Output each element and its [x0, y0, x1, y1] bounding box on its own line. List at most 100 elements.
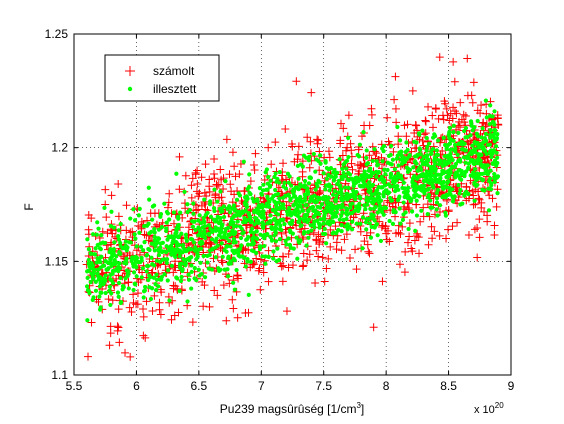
- point-szamolt: [421, 117, 430, 126]
- point-illesztett: [189, 263, 194, 268]
- point-illesztett: [401, 200, 406, 205]
- point-illesztett: [116, 237, 121, 242]
- point-illesztett: [304, 243, 309, 248]
- point-illesztett: [316, 221, 322, 226]
- point-illesztett: [388, 152, 393, 158]
- point-illesztett: [148, 296, 154, 302]
- point-szamolt: [367, 104, 376, 113]
- point-illesztett: [246, 184, 252, 189]
- point-illesztett: [426, 157, 431, 162]
- point-illesztett: [451, 164, 456, 169]
- point-illesztett: [464, 189, 469, 194]
- point-illesztett: [492, 176, 497, 181]
- point-illesztett: [297, 197, 302, 202]
- point-szamolt: [114, 212, 123, 221]
- point-illesztett: [221, 235, 227, 240]
- point-illesztett: [472, 171, 477, 176]
- point-illesztett: [296, 176, 301, 181]
- point-illesztett: [86, 261, 91, 266]
- point-illesztett: [93, 246, 98, 251]
- point-illesztett: [191, 211, 196, 216]
- point-illesztett: [208, 214, 214, 219]
- point-illesztett: [193, 227, 198, 233]
- point-szamolt: [475, 233, 484, 242]
- point-illesztett: [281, 206, 286, 211]
- point-illesztett: [244, 237, 249, 242]
- point-illesztett: [118, 240, 123, 246]
- point-illesztett: [250, 226, 255, 231]
- point-illesztett: [234, 267, 239, 273]
- point-szamolt: [391, 104, 400, 113]
- point-illesztett: [116, 294, 121, 299]
- point-illesztett: [369, 224, 374, 229]
- point-illesztett: [313, 169, 318, 174]
- point-illesztett: [154, 258, 159, 263]
- point-illesztett: [312, 225, 317, 230]
- point-illesztett: [256, 220, 261, 226]
- point-illesztett: [206, 232, 212, 237]
- point-szamolt: [267, 160, 276, 169]
- point-illesztett: [354, 221, 359, 226]
- point-illesztett: [470, 143, 475, 148]
- point-illesztett: [420, 128, 425, 133]
- data-points: [82, 53, 503, 361]
- point-illesztett: [152, 226, 157, 232]
- point-szamolt: [410, 236, 419, 245]
- point-illesztett: [290, 231, 295, 236]
- point-illesztett: [324, 200, 329, 205]
- point-szamolt-outlier: [369, 323, 378, 332]
- point-szamolt: [449, 103, 458, 112]
- point-szamolt: [446, 109, 455, 118]
- point-illesztett: [230, 248, 235, 253]
- point-szamolt: [150, 291, 159, 300]
- point-illesztett: [306, 158, 312, 163]
- point-illesztett: [225, 274, 231, 279]
- point-szamolt: [205, 182, 214, 191]
- point-illesztett: [447, 125, 453, 131]
- point-illesztett: [244, 204, 250, 210]
- point-szamolt: [416, 217, 425, 226]
- point-szamolt: [405, 219, 414, 228]
- point-illesztett: [344, 158, 350, 163]
- point-szamolt: [146, 209, 155, 218]
- point-illesztett: [147, 247, 152, 253]
- point-szamolt: [122, 201, 131, 210]
- point-illesztett: [451, 123, 456, 128]
- point-illesztett: [337, 217, 342, 222]
- point-illesztett: [334, 205, 339, 211]
- point-szamolt: [87, 214, 96, 223]
- point-illesztett: [416, 174, 422, 179]
- point-illesztett: [216, 233, 222, 238]
- point-illesztett: [139, 255, 144, 260]
- point-illesztett: [96, 226, 101, 231]
- point-illesztett: [421, 154, 426, 160]
- point-illesztett: [282, 222, 287, 227]
- legend: számolt illesztett: [104, 54, 220, 102]
- point-illesztett: [142, 224, 147, 229]
- point-illesztett: [345, 212, 350, 217]
- point-illesztett: [476, 145, 481, 150]
- point-illesztett: [154, 277, 160, 282]
- point-illesztett: [489, 183, 494, 188]
- point-illesztett: [180, 243, 186, 248]
- point-illesztett: [425, 153, 430, 158]
- point-illesztett: [296, 219, 301, 224]
- point-szamolt: [408, 247, 417, 256]
- point-szamolt: [474, 194, 483, 203]
- point-illesztett: [240, 254, 245, 259]
- point-illesztett: [302, 229, 307, 235]
- point-szamolt: [395, 260, 404, 269]
- point-szamolt: [198, 277, 207, 286]
- point-illesztett: [325, 221, 330, 226]
- point-szamolt: [401, 247, 410, 256]
- point-szamolt: [346, 139, 355, 148]
- point-illesztett: [259, 191, 264, 196]
- point-illesztett: [245, 256, 250, 262]
- point-illesztett: [207, 248, 213, 253]
- point-illesztett: [102, 240, 108, 246]
- point-szamolt: [287, 140, 296, 149]
- point-illesztett: [263, 254, 268, 259]
- point-illesztett: [437, 203, 443, 208]
- point-illesztett: [213, 239, 218, 244]
- point-illesztett: [95, 242, 100, 248]
